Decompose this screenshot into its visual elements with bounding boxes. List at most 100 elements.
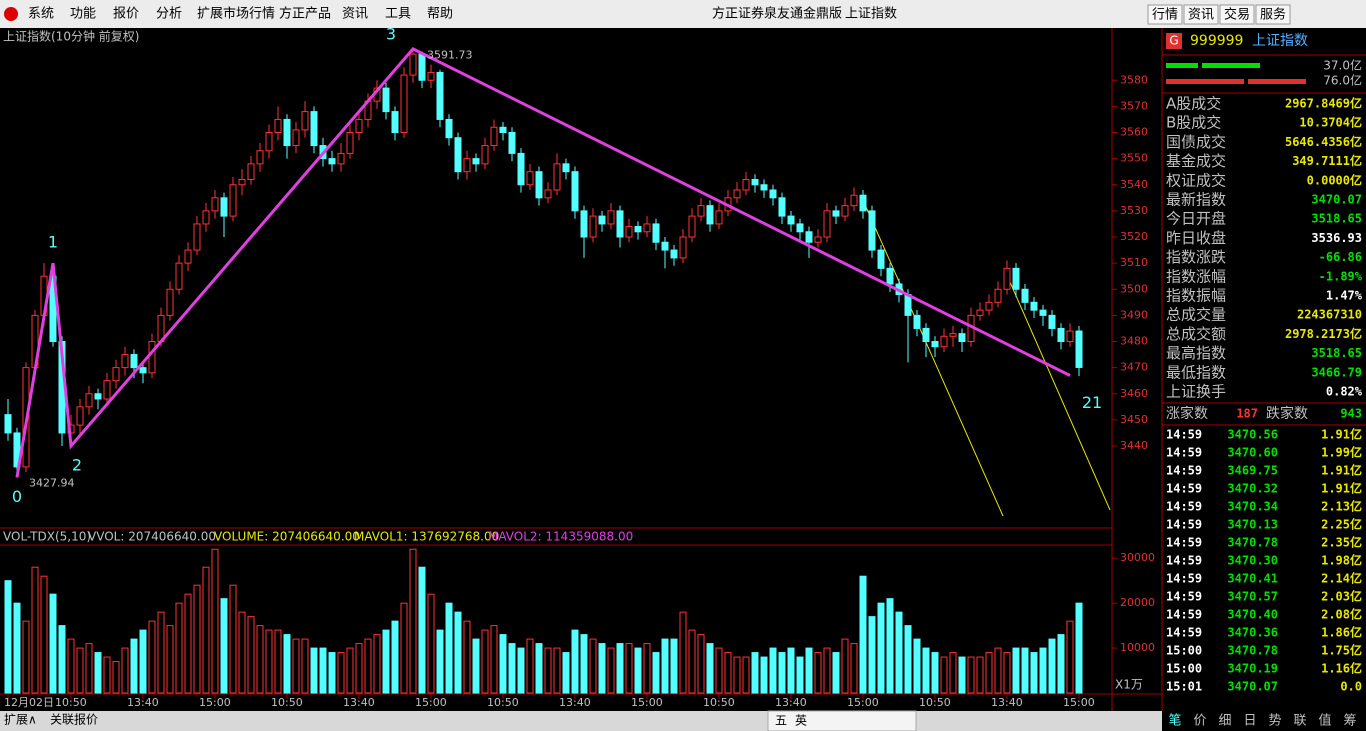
volume-bar [139,629,147,694]
candle-body [1003,267,1011,290]
volume-bar [904,625,912,694]
volume-bar [922,647,930,694]
menu-button-label[interactable]: 服务 [1260,7,1286,23]
volume-bar [454,611,462,694]
panel-tab[interactable]: 笔 [1168,713,1181,729]
panel-tab[interactable]: 值 [1318,713,1331,729]
trend-line [861,197,1004,517]
tick-time: 15:00 [1166,644,1202,658]
candle-body [805,231,813,243]
x-tick-label: 15:00 [415,696,447,709]
panel-tab[interactable]: 联 [1293,714,1306,729]
volume-bar [409,548,417,694]
candle-body [463,158,471,173]
panel-tab[interactable]: 筹 [1343,713,1356,729]
y-tick-label: 3530 [1120,204,1148,217]
quote-label: 最新指数 [1166,191,1226,209]
panel-tab[interactable]: 价 [1193,714,1206,729]
volume-bar [643,643,651,694]
candle-body [454,137,462,173]
candle-body [544,189,552,199]
menu-item[interactable]: 分析 [156,7,182,22]
candle-body [562,163,570,173]
tick-price: 3470.78 [1227,644,1278,658]
candle-body [166,288,174,316]
quote-label: 总成交量 [1166,306,1226,324]
volume-bar [607,647,615,694]
candle-body [985,301,993,311]
candle-body [220,197,228,217]
candle-body [247,163,255,181]
candle-body [409,53,417,76]
volume-bar [562,652,570,694]
candle-body [310,111,318,147]
menu-button[interactable] [1219,4,1255,25]
menu-item[interactable]: 扩展市场行情 [197,6,275,22]
menu-item[interactable]: 功能 [70,7,96,22]
badge-text: G [1169,34,1178,48]
tab-bar [1162,711,1366,731]
footer-button[interactable]: 关联报价 [50,712,98,727]
volume-bar [40,575,48,694]
volume-bar [526,638,534,694]
candle-body [13,432,21,468]
tick-volume: 1.75亿 [1321,643,1362,658]
menu-item[interactable]: 资讯 [342,7,368,22]
menu-item[interactable]: 报价 [113,7,139,22]
candle-body [121,354,129,369]
candle-body [517,152,525,186]
toolbar-button[interactable]: 五 [775,714,787,728]
volume-bar [193,584,201,694]
menu-button[interactable] [1183,4,1219,25]
volume-bar [760,656,768,694]
candle-body [796,223,804,233]
y-tick-label: 3560 [1120,126,1148,139]
y-tick-label: 3520 [1120,230,1148,243]
app-logo [4,7,18,21]
volume-bar [580,634,588,694]
panel-tab[interactable]: 日 [1243,714,1256,729]
y-tick-label: 3460 [1120,387,1148,400]
volume-bar [355,643,363,694]
volume-bar [1057,634,1065,694]
volume-bar [265,629,273,694]
tick-price: 3470.19 [1227,662,1278,676]
indicator-title: VOL-TDX(5,10) [3,530,91,544]
volume-bar [868,616,876,694]
quote-value: 10.3704亿 [1299,115,1362,130]
panel-tab[interactable]: 势 [1268,713,1281,729]
candle-body [958,333,966,343]
menu-item[interactable]: 帮助 [427,7,453,22]
candle-body [625,226,633,238]
indicator-legend: MAVOL2: 114359088.00 [488,530,633,544]
menu-button-label[interactable]: 交易 [1224,7,1250,23]
volume-bar [472,638,480,694]
menu-item[interactable]: 系统 [28,7,54,22]
volume-bar [553,647,561,694]
footer-button[interactable]: 扩展∧ [4,713,37,727]
volume-bar [4,580,12,694]
volume-bar [733,656,741,694]
volume-bar [715,647,723,694]
menu-button[interactable] [1255,4,1291,25]
quote-label: 指数涨跌 [1166,248,1226,266]
volume-bar [670,638,678,694]
menu-item[interactable]: 方正产品 [279,6,331,22]
menu-button-label[interactable]: 资讯 [1188,8,1214,23]
panel-tab[interactable]: 细 [1218,714,1231,729]
volume-bar [175,602,183,694]
quote-label: 国债成交 [1166,133,1226,151]
menu-item[interactable]: 工具 [385,7,411,22]
x-tick-label: 15:00 [1063,696,1095,709]
candle-body [490,126,498,147]
menu-button[interactable] [1147,4,1183,25]
tick-price: 3470.13 [1227,518,1278,532]
toolbar-button[interactable]: 英 [795,714,807,728]
volume-bar [859,575,867,694]
tick-price: 3470.40 [1227,608,1278,622]
volume-bar-label: 76.0亿 [1323,73,1362,88]
period-label[interactable]: 10分钟 [1116,695,1155,710]
menu-button-label[interactable]: 行情 [1152,8,1178,23]
breadth-label: 涨家数 [1166,405,1208,422]
x-tick-label: 13:40 [991,696,1023,709]
